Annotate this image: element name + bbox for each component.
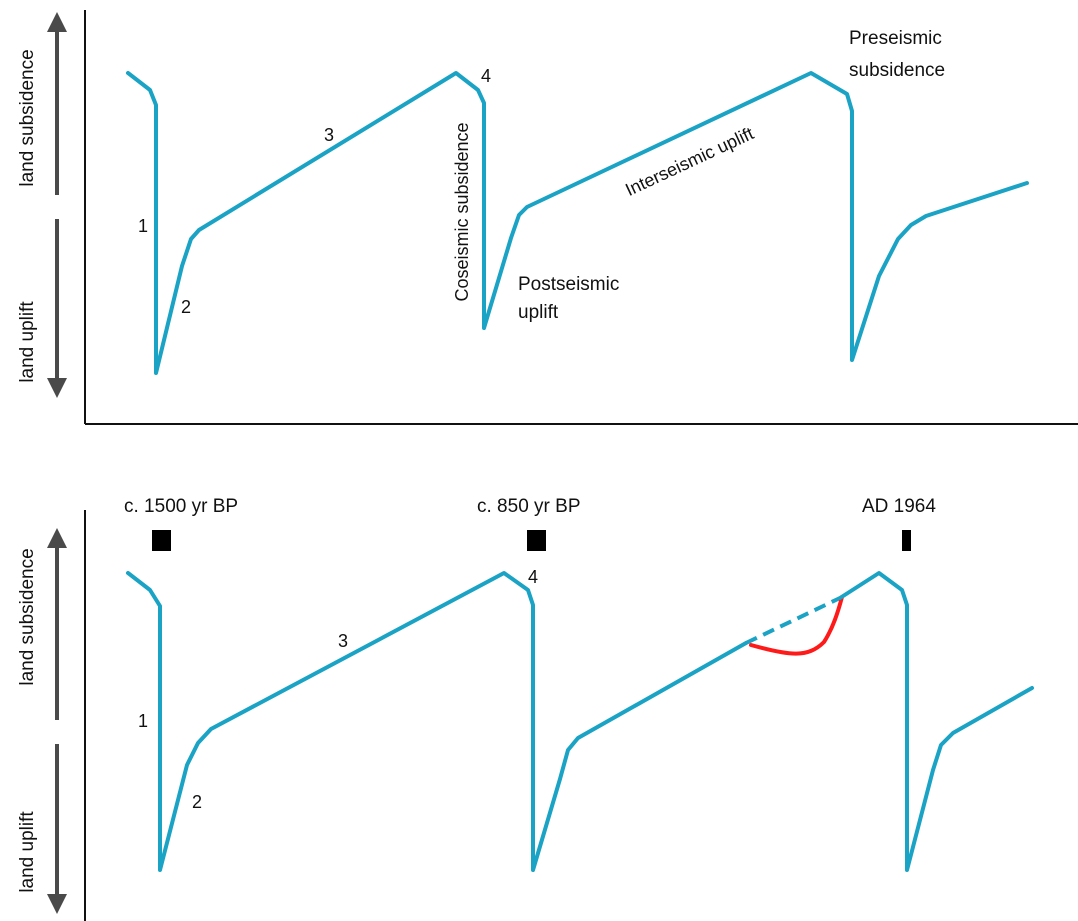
bottom-panel: land subsidence land uplift c. 1500 yr B… xyxy=(17,496,1034,921)
postseismic-label-line1: Postseismic xyxy=(518,274,619,295)
bottom-number-2: 2 xyxy=(192,792,202,812)
coseismic-label: Coseismic subsidence xyxy=(452,122,472,301)
bottom-cycle-curve-1 xyxy=(126,571,748,872)
event-label-850bp: c. 850 yr BP xyxy=(477,496,581,517)
bottom-y-label-subsidence: land subsidence xyxy=(17,548,38,685)
top-panel: land subsidence land uplift 1 2 3 4 Cose… xyxy=(17,10,1078,425)
event-marker-ad1964 xyxy=(902,530,911,551)
top-y-label-subsidence: land subsidence xyxy=(17,49,38,186)
bottom-number-4: 4 xyxy=(528,567,538,587)
top-cycle-curve xyxy=(126,71,1029,375)
top-y-label-uplift: land uplift xyxy=(17,301,38,383)
postseismic-label-line2: uplift xyxy=(518,302,559,323)
event-label-ad1964: AD 1964 xyxy=(862,496,936,517)
top-number-2: 2 xyxy=(181,297,191,317)
top-number-4: 4 xyxy=(481,66,491,86)
preseismic-label-line2: subsidence xyxy=(849,60,945,81)
event-marker-1500bp xyxy=(152,530,171,551)
bottom-y-label-uplift: land uplift xyxy=(17,811,38,893)
event-marker-850bp xyxy=(527,530,546,551)
bottom-cycle-curve-2 xyxy=(838,571,1034,872)
top-number-3: 3 xyxy=(324,125,334,145)
interseismic-label: Interseismic uplift xyxy=(622,123,756,200)
bottom-red-anomaly xyxy=(749,595,844,656)
bottom-dashed-segment xyxy=(745,596,841,645)
top-number-1: 1 xyxy=(138,216,148,236)
event-label-1500bp: c. 1500 yr BP xyxy=(124,496,238,517)
bottom-number-1: 1 xyxy=(138,711,148,731)
preseismic-label-line1: Preseismic xyxy=(849,28,942,49)
bottom-number-3: 3 xyxy=(338,631,348,651)
